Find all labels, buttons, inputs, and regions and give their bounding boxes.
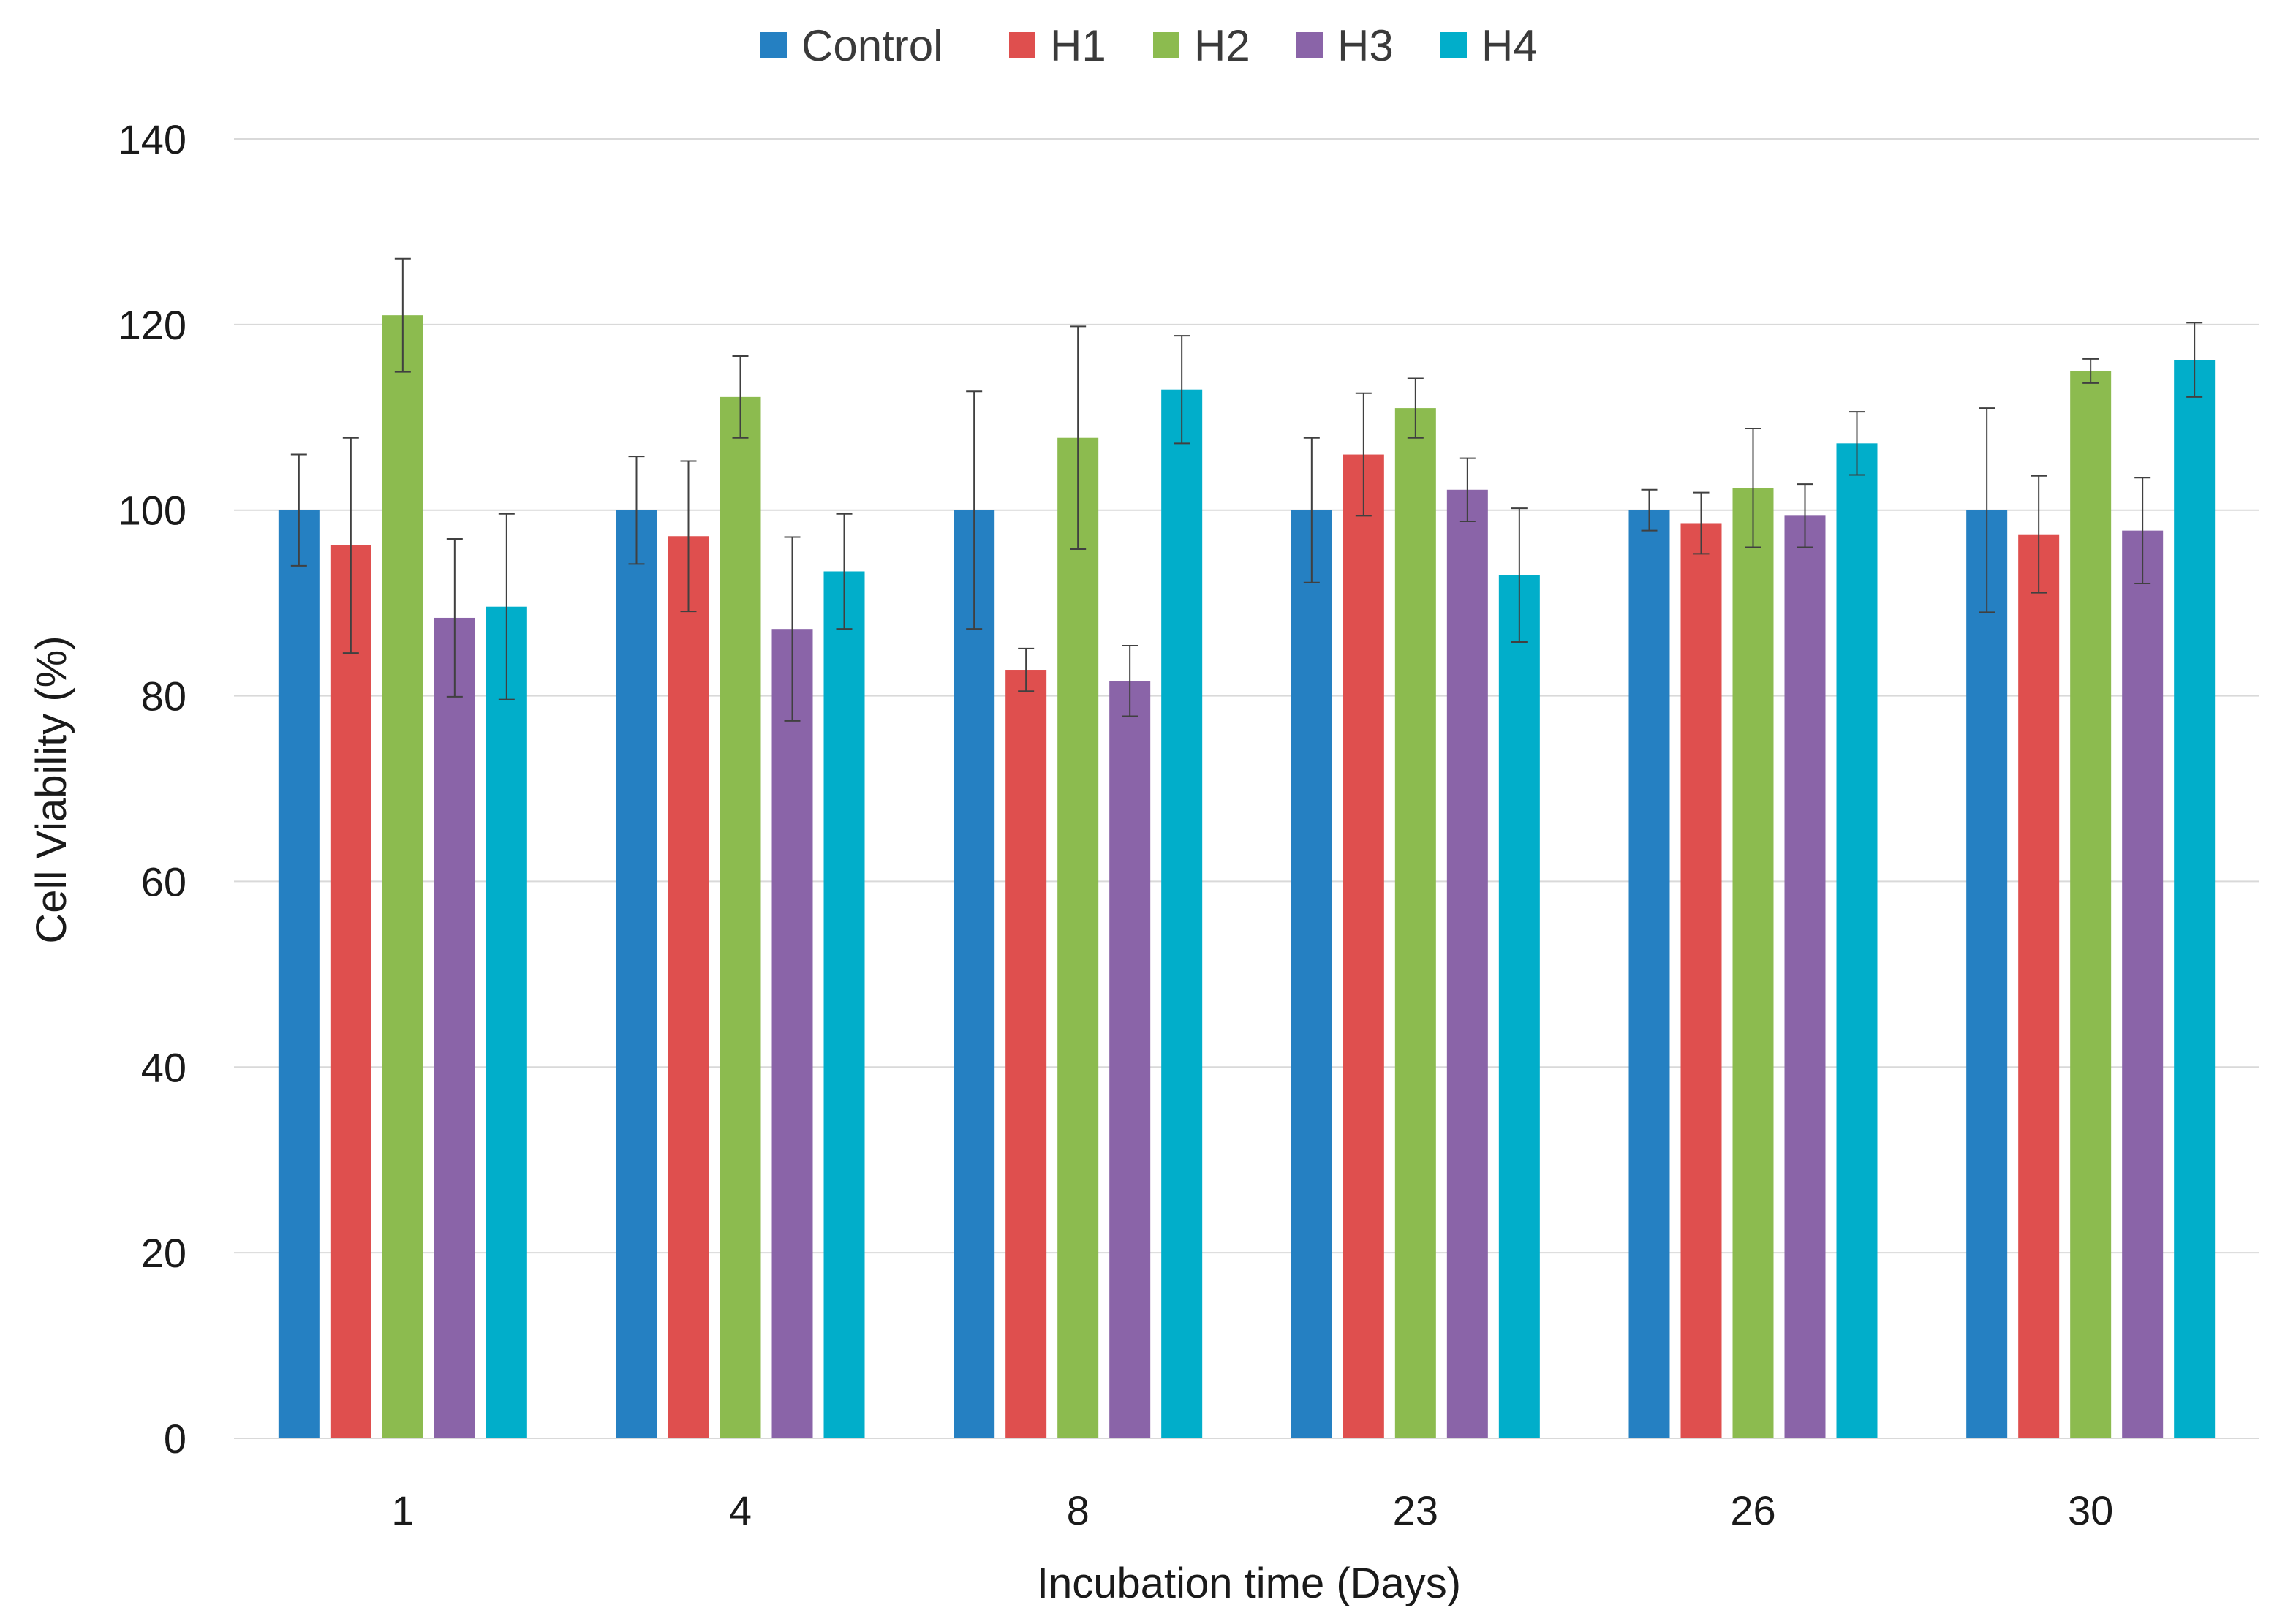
bar-h1-day-1 <box>330 545 371 1438</box>
error-bar-h1-day-4 <box>680 460 697 613</box>
bar-h4-day-30 <box>2174 360 2216 1439</box>
error-bar-h4-day-4 <box>836 513 853 630</box>
bar-h2-day-4 <box>720 396 761 1438</box>
legend: Control H1 H2 H3 H4 <box>760 21 1538 70</box>
legend-label: H1 <box>1050 21 1106 70</box>
error-bars <box>290 257 2203 722</box>
x-axis-title: Incubation time (Days) <box>1037 1560 1461 1607</box>
bar-h3-day-8 <box>1109 681 1151 1438</box>
error-bar-h4-day-1 <box>498 513 515 700</box>
error-bar-h3-day-4 <box>784 536 801 722</box>
error-bar-control-day-23 <box>1303 437 1320 583</box>
bar-h2-day-30 <box>2070 371 2112 1439</box>
bar-control-day-8 <box>954 510 995 1438</box>
x-axis-ticks: 1 4 8 23 26 30 <box>391 1487 2113 1533</box>
legend-swatch <box>1153 32 1179 58</box>
bar-control-day-23 <box>1291 510 1332 1438</box>
error-bar-h1-day-23 <box>1355 392 1372 517</box>
error-bar-control-day-30 <box>1979 407 1995 613</box>
y-axis-title: Cell Viability (%) <box>28 635 75 943</box>
legend-item-h4: H4 <box>1440 21 1538 70</box>
bar-h4-day-8 <box>1161 389 1203 1438</box>
error-bar-h4-day-30 <box>2186 322 2203 398</box>
legend-swatch <box>760 32 787 58</box>
error-bar-h3-day-30 <box>2134 477 2151 584</box>
y-axis-ticks: 0 20 40 60 80 100 120 140 <box>118 116 186 1462</box>
x-tick-label: 26 <box>1730 1487 1775 1533</box>
error-bar-h2-day-8 <box>1070 325 1087 551</box>
bar-h3-day-23 <box>1446 489 1488 1438</box>
error-bar-h1-day-1 <box>342 437 359 654</box>
error-bar-h3-day-23 <box>1459 457 1476 522</box>
legend-item-control: Control <box>760 21 943 70</box>
bar-control-day-1 <box>278 510 320 1438</box>
error-bar-h3-day-8 <box>1122 645 1138 717</box>
bar-h3-day-30 <box>2122 530 2164 1438</box>
bar-h1-day-4 <box>668 536 709 1438</box>
bar-h2-day-8 <box>1057 437 1099 1439</box>
legend-label: Control <box>801 21 943 70</box>
x-tick-label: 23 <box>1393 1487 1438 1533</box>
error-bar-h2-day-1 <box>394 257 411 373</box>
bar-h2-day-26 <box>1732 488 1774 1438</box>
error-bar-h2-day-23 <box>1407 377 1424 439</box>
x-tick-label: 30 <box>2068 1487 2113 1533</box>
legend-item-h3: H3 <box>1296 21 1394 70</box>
error-bar-h2-day-4 <box>732 355 749 439</box>
bar-h1-day-8 <box>1005 670 1047 1438</box>
error-bar-control-day-4 <box>628 456 645 565</box>
bar-h2-day-1 <box>382 315 423 1438</box>
bar-control-day-30 <box>1966 510 2008 1438</box>
y-tick-label: 40 <box>141 1044 186 1090</box>
x-tick-label: 8 <box>1067 1487 1090 1533</box>
bar-h4-day-1 <box>486 606 527 1438</box>
y-tick-label: 20 <box>141 1230 186 1276</box>
bar-control-day-26 <box>1628 510 1670 1438</box>
error-bar-control-day-26 <box>1641 488 1658 532</box>
error-bar-h3-day-1 <box>446 538 463 698</box>
error-bar-control-day-8 <box>966 390 983 630</box>
error-bar-h1-day-8 <box>1018 647 1035 692</box>
legend-item-h2: H2 <box>1153 21 1250 70</box>
bar-h4-day-4 <box>823 571 865 1439</box>
bars <box>278 315 2216 1439</box>
x-tick-label: 4 <box>729 1487 752 1533</box>
y-tick-label: 120 <box>118 302 186 348</box>
legend-label: H2 <box>1194 21 1250 70</box>
error-bar-h1-day-26 <box>1693 491 1710 555</box>
x-tick-label: 1 <box>391 1487 414 1533</box>
error-bar-h4-day-23 <box>1511 507 1528 643</box>
error-bar-h4-day-8 <box>1174 335 1190 445</box>
bar-h4-day-23 <box>1498 575 1540 1439</box>
legend-item-h1: H1 <box>1009 21 1106 70</box>
y-tick-label: 60 <box>141 858 186 904</box>
y-tick-label: 100 <box>118 488 186 534</box>
legend-label: H4 <box>1481 21 1538 70</box>
error-bar-h2-day-30 <box>2082 358 2099 384</box>
bar-h2-day-23 <box>1394 408 1436 1439</box>
bar-h3-day-4 <box>771 629 813 1438</box>
gridlines <box>234 138 2259 1439</box>
y-tick-label: 140 <box>118 116 186 162</box>
bar-h4-day-26 <box>1836 443 1878 1439</box>
error-bar-control-day-1 <box>290 453 307 567</box>
error-bar-h3-day-26 <box>1797 483 1813 548</box>
bar-control-day-4 <box>616 510 657 1438</box>
error-bar-h1-day-30 <box>2031 475 2047 594</box>
bar-h1-day-30 <box>2018 534 2060 1438</box>
legend-swatch <box>1440 32 1467 58</box>
error-bar-h2-day-26 <box>1745 428 1761 548</box>
legend-swatch <box>1296 32 1323 58</box>
bar-h1-day-23 <box>1343 454 1384 1438</box>
error-bar-h4-day-26 <box>1849 411 1865 476</box>
bar-h3-day-26 <box>1784 515 1826 1438</box>
y-tick-label: 80 <box>141 673 186 720</box>
legend-label: H3 <box>1337 21 1394 70</box>
y-tick-label: 0 <box>164 1416 186 1462</box>
bar-h3-day-1 <box>434 617 475 1438</box>
legend-swatch <box>1009 32 1035 58</box>
bar-h1-day-26 <box>1680 523 1722 1438</box>
